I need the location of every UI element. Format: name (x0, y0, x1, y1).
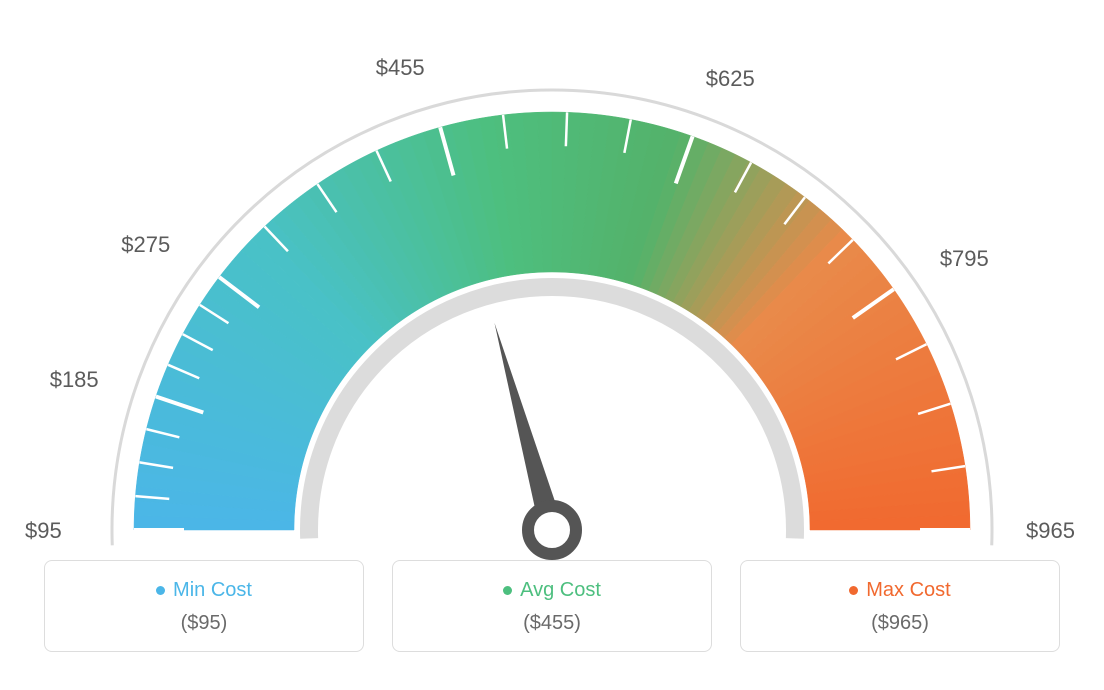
legend-min-label: Min Cost (173, 579, 252, 601)
gauge-tick-label: $965 (1026, 518, 1075, 544)
gauge-chart: $95 $185 $275 $455 $625 $795 $965 (0, 0, 1104, 560)
gauge-tick-label: $625 (706, 66, 755, 92)
dot-icon (503, 586, 512, 595)
gauge-tick-label: $455 (376, 55, 425, 81)
legend-avg-value: ($455) (403, 612, 701, 635)
legend-avg-label: Avg Cost (520, 579, 601, 601)
legend-avg: Avg Cost ($455) (392, 560, 712, 652)
dot-icon (156, 586, 165, 595)
dot-icon (849, 586, 858, 595)
legend-max: Max Cost ($965) (740, 560, 1060, 652)
legend-row: Min Cost ($95) Avg Cost ($455) Max Cost … (0, 560, 1104, 652)
gauge-tick-label: $95 (25, 518, 62, 544)
gauge-tick-label: $185 (50, 367, 99, 393)
legend-min-value: ($95) (55, 612, 353, 635)
legend-min-title: Min Cost (55, 579, 353, 602)
legend-max-value: ($965) (751, 612, 1049, 635)
gauge-tick-label: $275 (121, 232, 170, 258)
legend-min: Min Cost ($95) (44, 560, 364, 652)
gauge-svg (22, 20, 1082, 560)
gauge-tick-label: $795 (940, 246, 989, 272)
legend-max-label: Max Cost (866, 579, 950, 601)
legend-avg-title: Avg Cost (403, 579, 701, 602)
legend-max-title: Max Cost (751, 579, 1049, 602)
